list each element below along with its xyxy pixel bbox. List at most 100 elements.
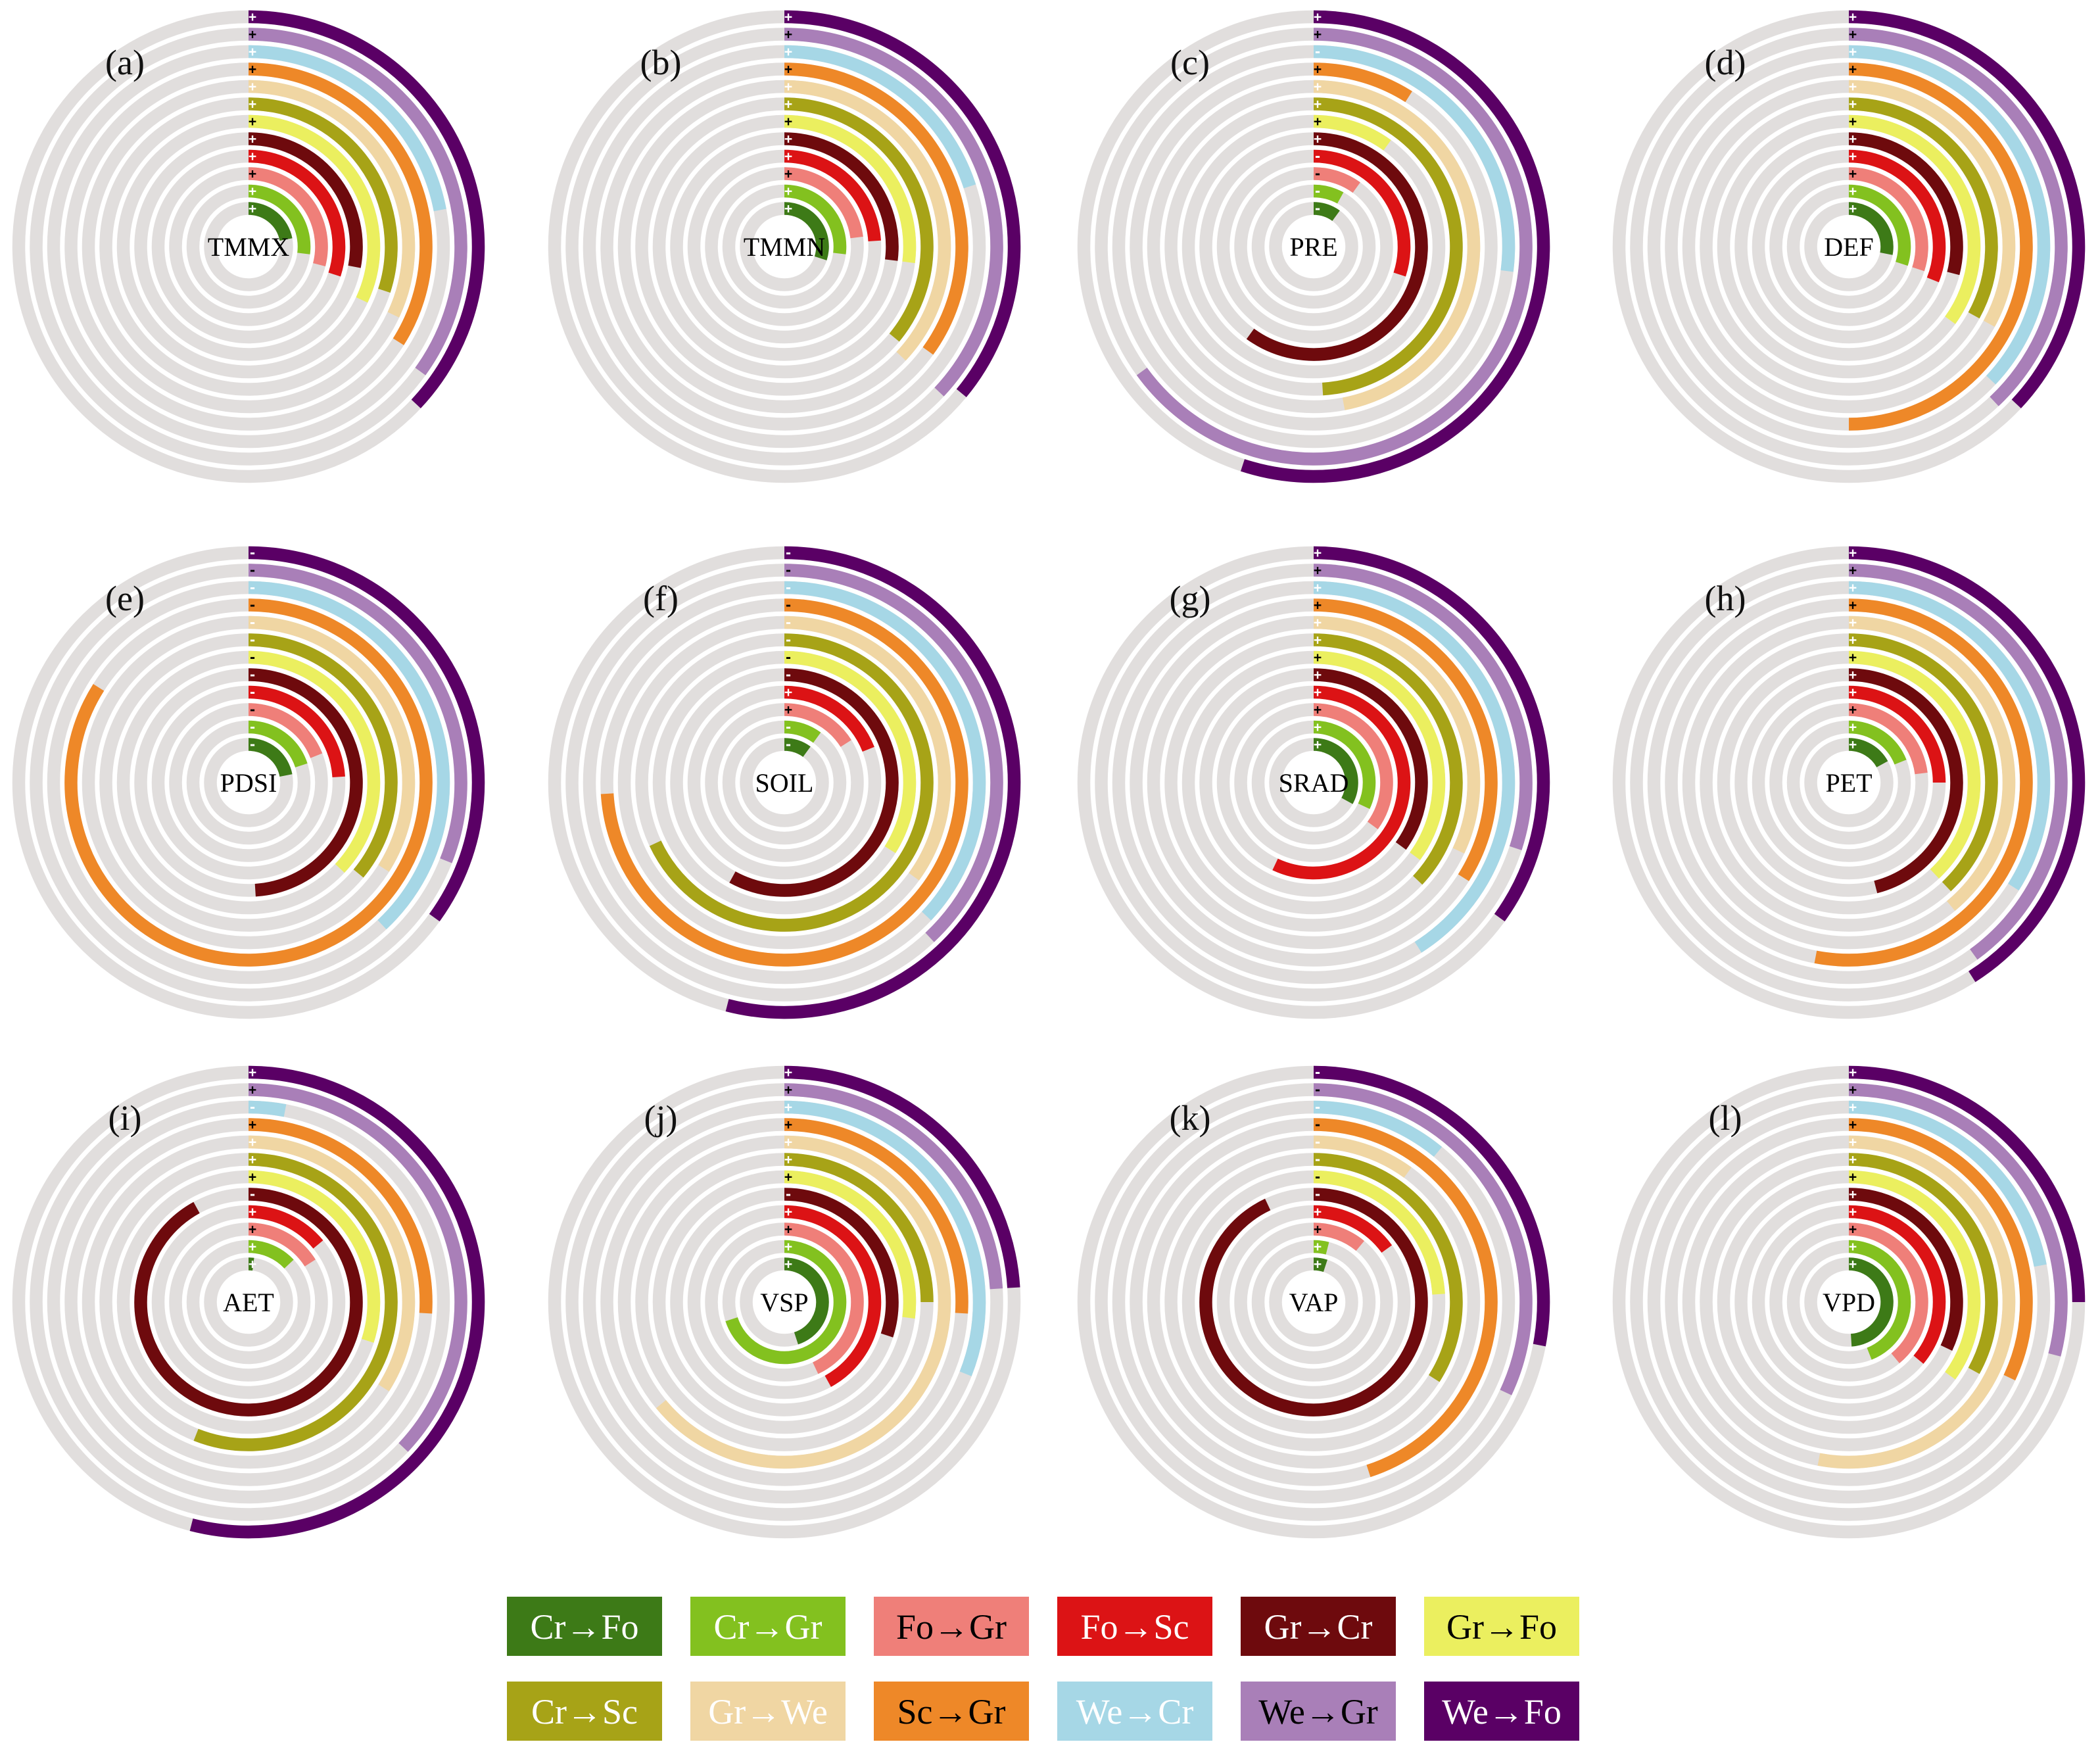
panel-letter: (j) bbox=[644, 1098, 678, 1138]
sign-label: + bbox=[1314, 580, 1322, 596]
bar-arc-Sc→Gr bbox=[1814, 598, 2033, 967]
sign-label: - bbox=[784, 650, 792, 666]
bar-arc-We→Cr bbox=[784, 1100, 986, 1376]
panel-letter: (g) bbox=[1170, 579, 1211, 618]
bar-arc-Gr→We bbox=[1848, 616, 2016, 911]
bar-arc-Sc→Gr bbox=[64, 598, 433, 967]
sign-label: + bbox=[249, 1204, 256, 1220]
sign-label: - bbox=[249, 597, 256, 613]
sign-label: + bbox=[784, 114, 792, 130]
bar-arc-Cr→Sc bbox=[248, 633, 398, 878]
sign-label: + bbox=[784, 183, 792, 199]
bar-arc-Fo→Sc bbox=[248, 685, 345, 778]
sign-label: + bbox=[784, 26, 792, 42]
bar-arc-Fo→Gr bbox=[1848, 167, 1928, 272]
bar-arc-Cr→Fo bbox=[1848, 738, 1888, 768]
bar-arc-Cr→Fo bbox=[784, 738, 811, 758]
sign-label: + bbox=[1314, 650, 1322, 666]
bar-arc-Cr→Sc bbox=[1848, 97, 1998, 319]
legend-label: Fo→Sc bbox=[1080, 1607, 1189, 1647]
bar-arc-We→Gr bbox=[1136, 28, 1533, 466]
legend-label: Gr→Cr bbox=[1264, 1607, 1373, 1647]
bar-arc-Fo→Sc bbox=[248, 149, 346, 277]
sign-label: - bbox=[249, 615, 256, 631]
bar-arc-Cr→Gr bbox=[784, 720, 821, 743]
sign-label: - bbox=[784, 615, 792, 631]
panel-i: ++++-++++-++AET(i) bbox=[12, 1065, 485, 1539]
panel-letter: (i) bbox=[108, 1098, 142, 1138]
legend-item-Cr→Sc: Cr→Sc bbox=[507, 1682, 662, 1741]
sign-label: + bbox=[249, 183, 256, 199]
legend-swatch bbox=[874, 1597, 1029, 1656]
bar-arc-Cr→Fo bbox=[1848, 202, 1894, 255]
bar-arc-Gr→Fo bbox=[1848, 114, 1981, 324]
bar-arc-Cr→Sc bbox=[784, 1153, 934, 1303]
sign-label: + bbox=[784, 201, 792, 216]
bar-arc-Gr→Fo bbox=[1848, 1170, 1981, 1380]
sign-label: + bbox=[1849, 149, 1857, 164]
sign-label: - bbox=[784, 1186, 792, 1202]
sign-label: + bbox=[1849, 702, 1857, 717]
bar-arc-Fo→Sc bbox=[1313, 1205, 1393, 1253]
legend-item-We→Fo: We→Fo bbox=[1424, 1682, 1579, 1741]
legend-swatch bbox=[690, 1682, 846, 1741]
bar-arc-Gr→Fo bbox=[248, 1170, 381, 1343]
sign-label: + bbox=[1849, 1134, 1857, 1150]
bar-arc-Cr→Sc bbox=[193, 1153, 398, 1451]
sign-label: + bbox=[1849, 632, 1857, 648]
sign-label: - bbox=[784, 545, 792, 561]
legend-label: Cr→Sc bbox=[531, 1692, 638, 1732]
panel-a: ++++++++++++TMMX(a) bbox=[12, 9, 485, 483]
sign-label: + bbox=[249, 26, 256, 42]
panel-letter: (b) bbox=[640, 43, 682, 82]
bar-arc-Cr→Gr bbox=[1848, 1240, 1911, 1360]
bar-arc-Gr→Cr bbox=[248, 132, 363, 268]
legend: Cr→Fo Cr→Gr Fo→Gr Fo→Sc Gr→Cr Gr→Fo Cr→Sc Gr→We… bbox=[507, 1597, 1579, 1741]
sign-label: + bbox=[1849, 1204, 1857, 1220]
variable-label: TMMX bbox=[208, 232, 290, 262]
sign-label: + bbox=[249, 201, 256, 216]
sign-label: + bbox=[1314, 667, 1322, 683]
bar-arc-Gr→Fo bbox=[784, 650, 917, 854]
sign-label: + bbox=[249, 1065, 256, 1080]
sign-label: + bbox=[1314, 1256, 1322, 1272]
bar-arc-We→Fo bbox=[248, 10, 485, 408]
sign-label: + bbox=[1849, 685, 1857, 700]
sign-label: - bbox=[1314, 1082, 1322, 1098]
bar-arc-Cr→Gr bbox=[248, 184, 311, 254]
sign-label: - bbox=[1314, 166, 1322, 182]
panel-letter: (h) bbox=[1705, 579, 1746, 618]
sign-label: - bbox=[784, 667, 792, 683]
sign-label: + bbox=[784, 1239, 792, 1255]
sign-label: - bbox=[249, 1186, 256, 1202]
sign-label: + bbox=[1849, 1100, 1857, 1115]
sign-label: + bbox=[249, 1151, 256, 1167]
sign-label: + bbox=[249, 1221, 256, 1237]
legend-item-Cr→Gr: Cr→Gr bbox=[690, 1597, 846, 1656]
bar-arc-Gr→Cr bbox=[1313, 668, 1428, 850]
bar-arc-We→Cr bbox=[248, 45, 446, 212]
sign-label: + bbox=[1314, 545, 1322, 561]
bar-arc-Cr→Fo bbox=[784, 202, 829, 260]
bar-arc-Cr→Fo bbox=[248, 738, 293, 777]
sign-label: + bbox=[1314, 1239, 1322, 1255]
legend-swatch bbox=[1057, 1682, 1212, 1741]
sign-label: + bbox=[1849, 131, 1857, 147]
bar-arc-Gr→Fo bbox=[784, 1170, 917, 1319]
bar-arc-Fo→Sc bbox=[1848, 1205, 1946, 1364]
legend-item-Fo→Sc: Fo→Sc bbox=[1057, 1597, 1212, 1656]
panel-letter: (l) bbox=[1709, 1098, 1742, 1138]
sign-label: + bbox=[1849, 562, 1857, 578]
bar-arc-Cr→Fo bbox=[248, 202, 293, 241]
sign-label: + bbox=[1849, 650, 1857, 666]
bar-arc-Gr→We bbox=[248, 1135, 416, 1392]
sign-label: + bbox=[784, 1082, 792, 1098]
bar-arc-We→Cr bbox=[1848, 45, 2051, 385]
bar-arc-Gr→Fo bbox=[248, 650, 381, 873]
bar-arc-Gr→Cr bbox=[1848, 668, 1963, 894]
legend-item-We→Cr: We→Cr bbox=[1057, 1682, 1212, 1741]
bar-arc-Fo→Gr bbox=[784, 703, 851, 747]
bar-arc-We→Fo bbox=[725, 546, 1021, 1019]
bar-arc-Gr→Fo bbox=[1313, 1170, 1445, 1295]
